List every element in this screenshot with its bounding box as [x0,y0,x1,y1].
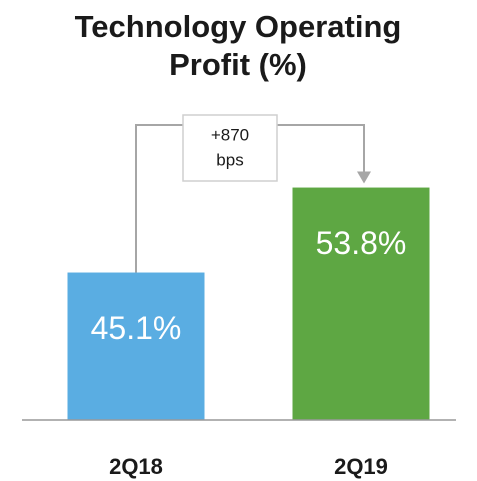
annotation: bps [216,150,243,169]
x-tick-label: 2Q18 [109,454,163,479]
arrow-head [357,171,371,184]
chart-title: Technology Operating Profit (%) [74,9,402,82]
annotation-box [182,114,278,182]
value-label: 53.8% [316,225,407,261]
x-tick-label: 2Q19 [334,454,388,479]
bar [67,272,205,420]
annotation: +870 [211,125,249,144]
bar [292,187,430,420]
value-label: 45.1% [91,310,182,346]
